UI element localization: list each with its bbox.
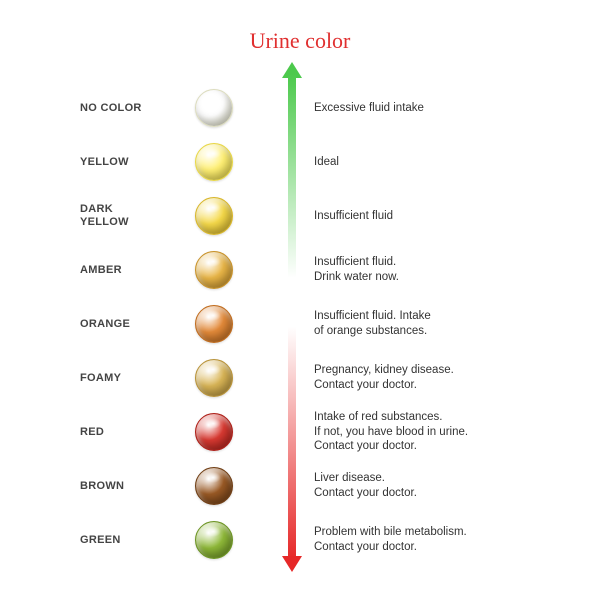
color-row: YELLOW Ideal bbox=[80, 140, 520, 184]
color-description: Problem with bile metabolism. Contact yo… bbox=[314, 525, 520, 555]
color-description: Liver disease. Contact your doctor. bbox=[314, 471, 520, 501]
color-row: ORANGE Insufficient fluid. Intake of oran… bbox=[80, 302, 520, 346]
color-label: YELLOW bbox=[80, 156, 188, 169]
color-description: Insufficient fluid. Intake of orange sub… bbox=[314, 309, 520, 339]
color-label: NO COLOR bbox=[80, 102, 188, 115]
color-orb bbox=[195, 89, 233, 127]
color-orb bbox=[195, 413, 233, 451]
color-orb bbox=[195, 143, 233, 181]
orb-wrap bbox=[188, 251, 240, 289]
color-description: Insufficient fluid. Drink water now. bbox=[314, 255, 520, 285]
orb-wrap bbox=[188, 143, 240, 181]
orb-wrap bbox=[188, 89, 240, 127]
color-row: RED Intake of red substances. If not, you… bbox=[80, 410, 520, 454]
color-row: GREEN Problem with bile metabolism. Conta… bbox=[80, 518, 520, 562]
color-orb bbox=[195, 197, 233, 235]
color-description: Excessive fluid intake bbox=[314, 101, 520, 116]
color-row: DARK YELLOW Insufficient fluid bbox=[80, 194, 520, 238]
color-row: NO COLOR Excessive fluid intake bbox=[80, 86, 520, 130]
color-description: Intake of red substances. If not, you ha… bbox=[314, 410, 520, 455]
page-title: Urine color bbox=[0, 0, 600, 62]
color-orb bbox=[195, 359, 233, 397]
color-label: GREEN bbox=[80, 534, 188, 547]
color-label: BROWN bbox=[80, 480, 188, 493]
color-orb bbox=[195, 251, 233, 289]
orb-wrap bbox=[188, 305, 240, 343]
color-description: Pregnancy, kidney disease. Contact your … bbox=[314, 363, 520, 393]
color-description: Ideal bbox=[314, 155, 520, 170]
orb-wrap bbox=[188, 197, 240, 235]
color-label: FOAMY bbox=[80, 372, 188, 385]
color-label: DARK YELLOW bbox=[80, 203, 188, 228]
color-orb bbox=[195, 305, 233, 343]
color-row: AMBER Insufficient fluid. Drink water now… bbox=[80, 248, 520, 292]
orb-wrap bbox=[188, 413, 240, 451]
color-label: RED bbox=[80, 426, 188, 439]
color-orb bbox=[195, 467, 233, 505]
color-orb bbox=[195, 521, 233, 559]
color-label: ORANGE bbox=[80, 318, 188, 331]
urine-color-chart: NO COLOR Excessive fluid intake YELLOW Idea… bbox=[80, 62, 520, 572]
orb-wrap bbox=[188, 359, 240, 397]
color-label: AMBER bbox=[80, 264, 188, 277]
color-row: FOAMY Pregnancy, kidney disease. Contact … bbox=[80, 356, 520, 400]
orb-wrap bbox=[188, 467, 240, 505]
color-row: BROWN Liver disease. Contact your doctor. bbox=[80, 464, 520, 508]
color-description: Insufficient fluid bbox=[314, 209, 520, 224]
orb-wrap bbox=[188, 521, 240, 559]
